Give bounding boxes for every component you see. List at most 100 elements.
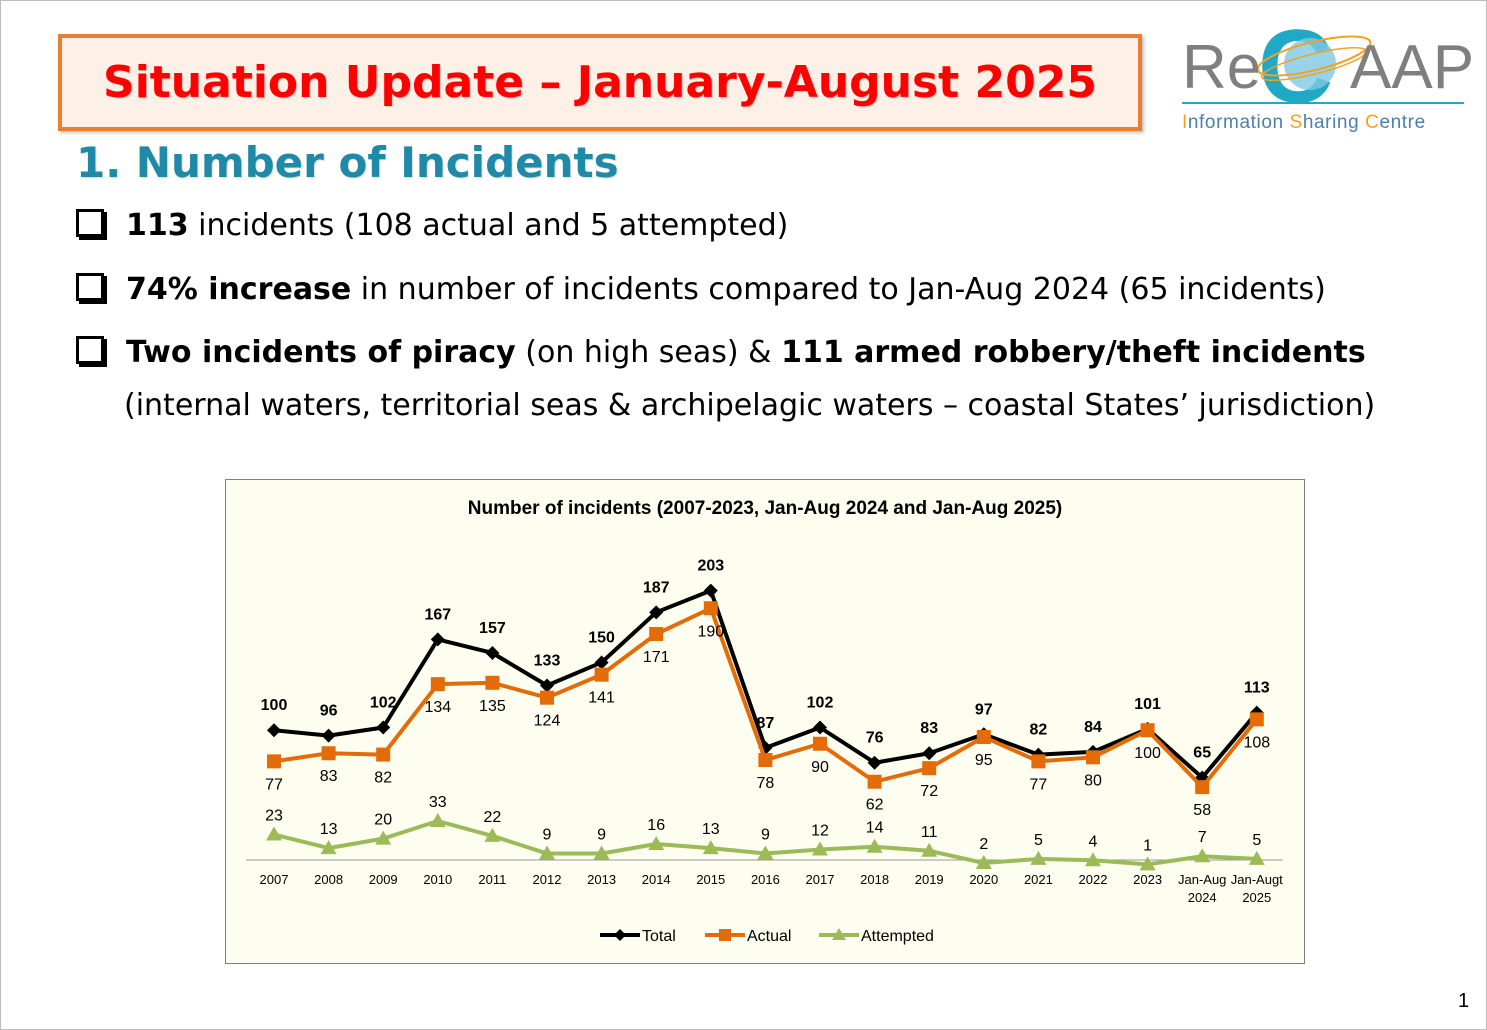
data-label-attempted: 5 bbox=[1034, 832, 1043, 849]
point-total bbox=[703, 583, 718, 598]
point-actual bbox=[594, 667, 609, 682]
bullet-3: Two incidents of piracy (on high seas) &… bbox=[76, 335, 1366, 370]
point-actual bbox=[867, 774, 882, 789]
x-tick-label: 2024 bbox=[1188, 890, 1217, 905]
point-attempted bbox=[375, 830, 392, 845]
legend-marker-actual bbox=[719, 929, 731, 941]
point-actual bbox=[1086, 750, 1100, 765]
page-number: 1 bbox=[1458, 990, 1470, 1012]
x-tick-label: 2022 bbox=[1079, 872, 1108, 887]
incident-chart: Number of incidents (2007-2023, Jan-Aug … bbox=[225, 479, 1305, 964]
point-attempted bbox=[921, 842, 938, 857]
point-actual bbox=[1140, 723, 1155, 738]
data-label-total: 84 bbox=[1084, 719, 1102, 736]
chart-title: Number of incidents (2007-2023, Jan-Aug … bbox=[468, 498, 1062, 519]
point-attempted bbox=[812, 841, 828, 856]
data-label-attempted: 20 bbox=[374, 812, 392, 829]
data-label-attempted: 9 bbox=[543, 827, 552, 844]
data-label-attempted: 22 bbox=[484, 809, 502, 826]
data-label-total: 100 bbox=[261, 697, 288, 714]
data-label-actual: 82 bbox=[374, 770, 392, 787]
point-attempted bbox=[1248, 850, 1265, 865]
logo-aap: AAP bbox=[1350, 33, 1475, 102]
data-label-total: 101 bbox=[1134, 696, 1161, 713]
data-label-total: 83 bbox=[920, 720, 938, 737]
data-label-attempted: 16 bbox=[647, 817, 665, 834]
x-tick-label: 2008 bbox=[314, 872, 343, 887]
data-label-actual: 72 bbox=[920, 783, 938, 800]
x-tick-label: 2016 bbox=[751, 872, 780, 887]
data-label-attempted: 13 bbox=[702, 821, 720, 838]
logo-rule bbox=[1182, 102, 1464, 104]
title-banner: Situation Update – January-August 2025 bbox=[58, 34, 1142, 131]
point-total bbox=[267, 723, 281, 738]
data-label-total: 102 bbox=[807, 695, 834, 712]
point-total bbox=[430, 632, 445, 647]
legend-label-actual: Actual bbox=[747, 928, 791, 945]
checkbox-bullet-icon bbox=[76, 273, 104, 301]
point-attempted bbox=[866, 838, 883, 853]
data-label-attempted: 33 bbox=[429, 794, 447, 811]
point-attempted bbox=[757, 845, 774, 860]
data-label-total: 76 bbox=[866, 730, 884, 747]
data-label-total: 203 bbox=[697, 558, 724, 575]
point-actual bbox=[813, 736, 827, 751]
logo-re: Re bbox=[1182, 33, 1262, 102]
data-label-attempted: 4 bbox=[1089, 833, 1098, 850]
data-label-actual: 77 bbox=[1030, 776, 1048, 793]
bullet-2: 74% increase in number of incidents comp… bbox=[76, 272, 1326, 307]
point-actual bbox=[649, 627, 664, 642]
point-actual bbox=[1195, 780, 1210, 795]
point-total bbox=[813, 720, 827, 735]
data-label-actual: 83 bbox=[320, 768, 338, 785]
point-actual bbox=[758, 753, 773, 768]
point-total bbox=[540, 678, 554, 693]
x-tick-label: Jan-Aug bbox=[1178, 872, 1226, 887]
data-label-attempted: 23 bbox=[265, 808, 283, 825]
point-actual bbox=[267, 754, 281, 769]
point-attempted bbox=[266, 826, 282, 841]
data-label-actual: 135 bbox=[479, 698, 506, 715]
data-label-total: 97 bbox=[975, 701, 993, 718]
x-tick-label: 2010 bbox=[423, 872, 452, 887]
point-attempted bbox=[320, 840, 337, 855]
point-actual bbox=[922, 761, 937, 776]
data-label-total: 102 bbox=[370, 695, 397, 712]
data-label-actual: 80 bbox=[1084, 772, 1102, 789]
logo-tagline: Information Sharing Centre bbox=[1182, 112, 1426, 133]
point-attempted bbox=[539, 845, 555, 860]
point-total bbox=[867, 755, 882, 770]
data-label-actual: 141 bbox=[588, 690, 615, 707]
data-label-actual: 58 bbox=[1193, 802, 1211, 819]
point-attempted bbox=[648, 836, 665, 851]
data-label-actual: 190 bbox=[697, 623, 724, 640]
logo-globe-icon: C bbox=[1258, 14, 1372, 114]
legend-marker-attempted bbox=[832, 928, 846, 940]
section-heading: 1. Number of Incidents bbox=[76, 138, 619, 187]
point-attempted bbox=[484, 827, 501, 842]
legend-label-total: Total bbox=[642, 928, 676, 945]
recaap-logo: Re C AAP Information Sharing Centre bbox=[1180, 14, 1474, 139]
point-attempted bbox=[975, 855, 992, 869]
data-label-attempted: 1 bbox=[1143, 837, 1152, 854]
bullet-1: 113 incidents (108 actual and 5 attempte… bbox=[76, 208, 788, 243]
legend-marker-total bbox=[614, 929, 626, 941]
x-tick-label: 2018 bbox=[860, 872, 889, 887]
point-actual bbox=[1249, 712, 1264, 727]
data-label-total: 167 bbox=[424, 606, 451, 623]
data-label-total: 87 bbox=[757, 715, 775, 732]
point-attempted bbox=[1139, 856, 1156, 871]
data-label-total: 65 bbox=[1193, 745, 1211, 762]
x-tick-label: 2013 bbox=[587, 872, 616, 887]
x-tick-label: 2014 bbox=[642, 872, 671, 887]
point-attempted bbox=[1030, 850, 1047, 865]
x-tick-label: 2017 bbox=[806, 872, 835, 887]
point-actual bbox=[703, 601, 718, 616]
data-label-actual: 108 bbox=[1243, 734, 1270, 751]
point-actual bbox=[430, 677, 445, 692]
data-label-total: 157 bbox=[479, 620, 506, 637]
data-label-total: 150 bbox=[588, 629, 615, 646]
point-attempted bbox=[702, 840, 719, 855]
x-tick-label: 2019 bbox=[915, 872, 944, 887]
x-tick-label: 2025 bbox=[1242, 890, 1271, 905]
